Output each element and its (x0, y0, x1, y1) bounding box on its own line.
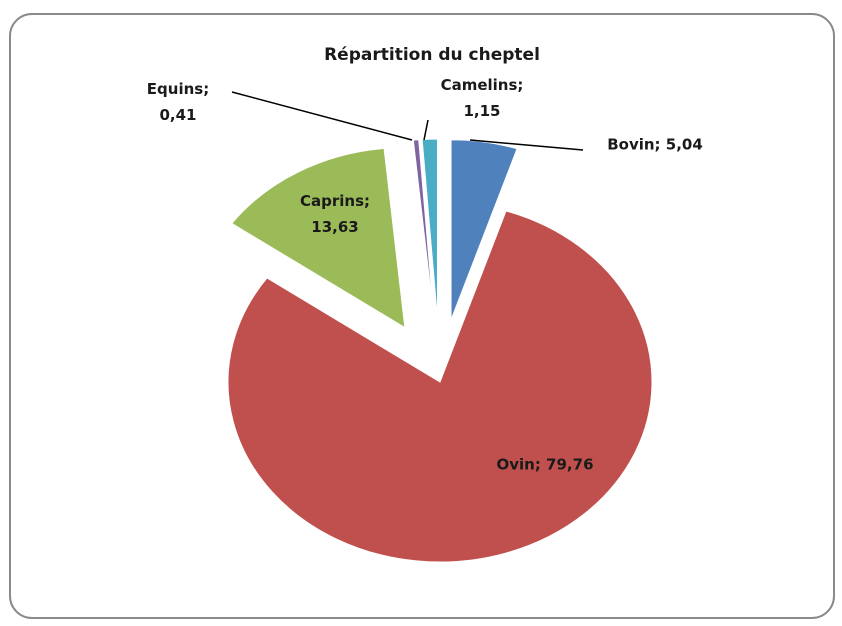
data-label: Camelins; 1,15 (441, 76, 524, 120)
data-label: Bovin; 5,04 (607, 136, 703, 154)
data-label-line: Caprins; (300, 192, 370, 210)
data-label-line: 13,63 (311, 218, 358, 236)
data-label-line: Camelins; (441, 76, 524, 94)
leader-line (231, 91, 413, 141)
data-label: Equins; 0,41 (147, 80, 209, 124)
chart-frame (9, 13, 835, 619)
pie-slice: Ovin (227, 210, 653, 563)
pie-slice: Bovin (450, 139, 518, 320)
data-label: Ovin; 79,76 (496, 456, 593, 474)
pie-slice: Camelins (421, 138, 438, 320)
data-label-line: Equins; (147, 80, 209, 98)
data-label-line: 0,41 (159, 106, 196, 124)
pie-slice: Equins (412, 139, 435, 320)
chart-title: Répartition du cheptel (324, 45, 540, 65)
data-label-line: 1,15 (463, 102, 500, 120)
pie-slice: Caprins (231, 147, 406, 329)
leader-line (469, 139, 584, 151)
leader-line (423, 119, 429, 141)
data-label: Caprins; 13,63 (300, 192, 370, 236)
